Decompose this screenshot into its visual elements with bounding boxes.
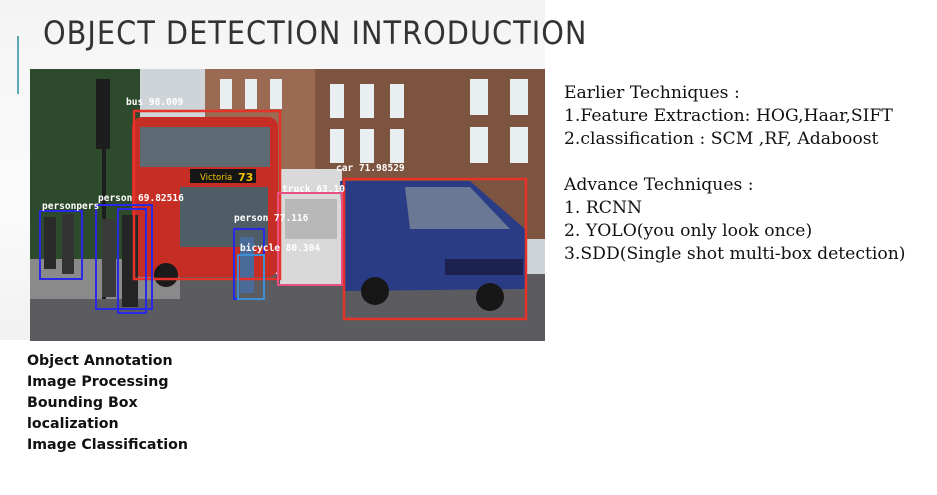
detection-figure: Victoria 73 bus 98.009 car 71.98529 truc…	[30, 69, 545, 341]
traffic-light	[96, 79, 110, 149]
keyword-list: Object Annotation Image Processing Bound…	[27, 351, 188, 456]
advance-technique-item: 2. YOLO(you only look once)	[564, 221, 813, 241]
bbox-truck	[277, 192, 343, 286]
techniques-text: Earlier Techniques : 1.Feature Extractio…	[564, 82, 906, 266]
keyword-item: Bounding Box	[27, 395, 138, 411]
bus-destination-text: Victoria	[200, 173, 232, 183]
bus-destination	[190, 169, 256, 183]
van-windscreen	[405, 187, 510, 229]
keyword-item: Object Annotation	[27, 353, 173, 369]
det-label-person-1: person 69.82516	[98, 193, 184, 204]
advance-technique-item: 1. RCNN	[564, 198, 643, 218]
bbox-person-1	[95, 204, 153, 310]
det-label-truck: truck 63.10	[282, 184, 345, 195]
bbox-car	[342, 177, 528, 321]
earlier-technique-item: 1.Feature Extraction: HOG,Haar,SIFT	[564, 106, 893, 126]
bus-upper-window	[140, 127, 270, 167]
keyword-item: Image Classification	[27, 437, 188, 453]
van-grille	[445, 259, 523, 275]
bbox-bus	[132, 109, 282, 281]
det-label-car: car 71.98529	[336, 163, 405, 174]
van-wheel-rear	[361, 277, 389, 305]
earlier-technique-item: 2.classification : SCM ,RF, Adaboost	[564, 129, 879, 149]
truck-front	[285, 199, 337, 239]
det-label-bicycle: bicycle 80.304	[240, 243, 320, 254]
earlier-techniques-heading: Earlier Techniques :	[564, 83, 740, 103]
accent-line	[17, 36, 19, 94]
det-label-person-2: person 77.116	[234, 213, 309, 224]
keyword-item: localization	[27, 416, 119, 432]
building-windows	[220, 79, 528, 163]
bus-wheel	[154, 263, 178, 287]
bbox-person-2	[117, 208, 147, 314]
street-scene-image: Victoria 73 bus 98.009 car 71.98529 truc…	[30, 69, 545, 341]
van-wheel-front	[476, 283, 504, 311]
keyword-item: Image Processing	[27, 374, 169, 390]
advance-techniques-heading: Advance Techniques :	[564, 175, 754, 195]
slide-title: OBJECT DETECTION INTRODUCTION	[43, 14, 588, 52]
bus-number-text: 73	[238, 171, 253, 184]
advance-technique-item: 3.SDD(Single shot multi-box detection)	[564, 244, 906, 264]
bbox-bicycle	[237, 254, 265, 300]
det-label-bus: bus 98.009	[126, 97, 183, 108]
det-label-person-3: personpers	[42, 201, 99, 212]
spacer	[564, 151, 906, 174]
bbox-person-3	[39, 210, 83, 280]
